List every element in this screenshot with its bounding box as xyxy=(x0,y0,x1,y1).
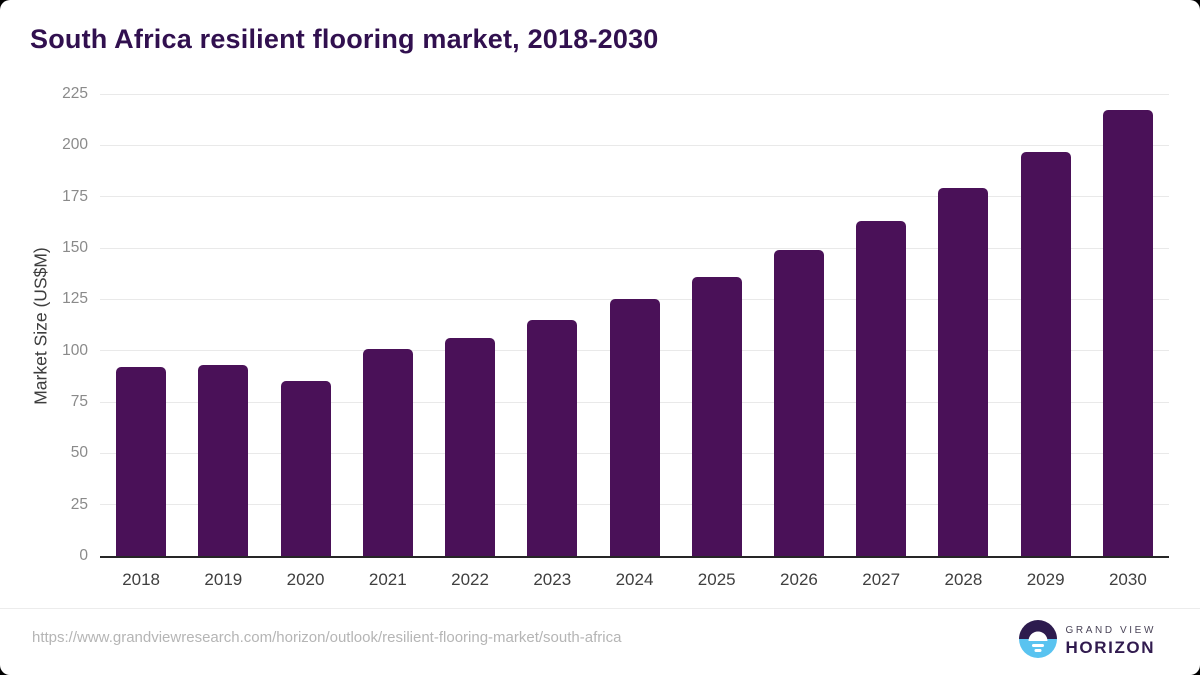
horizon-sun-icon xyxy=(1018,620,1057,663)
logo-text: GRAND VIEW HORIZON xyxy=(1066,625,1156,658)
gridline-150 xyxy=(100,247,1169,249)
y-tick-label-150: 150 xyxy=(62,239,88,257)
bar-2028 xyxy=(938,188,989,556)
plot-area: 0 25 50 75 100 125 150 175 200 225 2018 2019 2020 202… xyxy=(62,86,1169,589)
x-tick-label-2023: 2023 xyxy=(533,570,572,589)
bar-2027 xyxy=(856,221,907,556)
x-tick-label-2030: 2030 xyxy=(1108,570,1147,589)
y-tick-label-225: 225 xyxy=(62,85,88,102)
bar-2023 xyxy=(527,319,578,556)
gridline-175 xyxy=(100,196,1169,198)
bar-2029 xyxy=(1020,151,1071,556)
x-tick-label-2024: 2024 xyxy=(615,570,654,589)
y-tick-label-75: 75 xyxy=(70,393,88,411)
footer-divider xyxy=(0,608,1200,609)
y-tick-label-125: 125 xyxy=(62,290,88,308)
x-tick-label-2029: 2029 xyxy=(1026,570,1065,589)
logo-product-name: HORIZON xyxy=(1065,638,1156,657)
grand-view-horizon-logo[interactable]: GRAND VIEW HORIZON xyxy=(1018,620,1156,663)
x-tick-label-2019: 2019 xyxy=(204,570,243,589)
x-tick-label-2022: 2022 xyxy=(451,570,489,589)
x-tick-label-2021: 2021 xyxy=(368,570,407,589)
x-tick-label-2018: 2018 xyxy=(122,570,161,589)
y-tick-label-200: 200 xyxy=(62,136,88,154)
x-tick-label-2020: 2020 xyxy=(286,570,325,589)
bar-2019 xyxy=(198,365,249,556)
gridline-225 xyxy=(100,93,1169,95)
gridline-200 xyxy=(100,144,1169,146)
bar-2020 xyxy=(280,381,331,556)
bar-2026 xyxy=(773,250,824,556)
logo-brand-name: GRAND VIEW xyxy=(1065,625,1156,636)
source-url: https://www.grandviewresearch.com/horizo… xyxy=(32,629,622,646)
x-tick-label-2026: 2026 xyxy=(780,570,818,589)
y-tick-label-175: 175 xyxy=(62,187,88,205)
y-tick-label-25: 25 xyxy=(70,495,88,513)
y-tick-label-100: 100 xyxy=(62,341,88,359)
x-tick-label-2028: 2028 xyxy=(944,570,983,589)
bar-2030 xyxy=(1102,110,1153,556)
x-tick-label-2027: 2027 xyxy=(862,570,901,589)
bar-2025 xyxy=(691,276,742,556)
bar-2018 xyxy=(116,367,167,556)
bar-2021 xyxy=(362,348,413,556)
y-tick-label-50: 50 xyxy=(70,444,88,462)
chart-title: South Africa resilient flooring market, … xyxy=(30,24,659,54)
y-axis-title: Market Size (US$M) xyxy=(30,247,51,405)
bar-2024 xyxy=(609,299,660,556)
y-tick-label-0: 0 xyxy=(79,547,88,564)
x-tick-label-2025: 2025 xyxy=(697,570,736,589)
bar-2022 xyxy=(445,338,496,556)
